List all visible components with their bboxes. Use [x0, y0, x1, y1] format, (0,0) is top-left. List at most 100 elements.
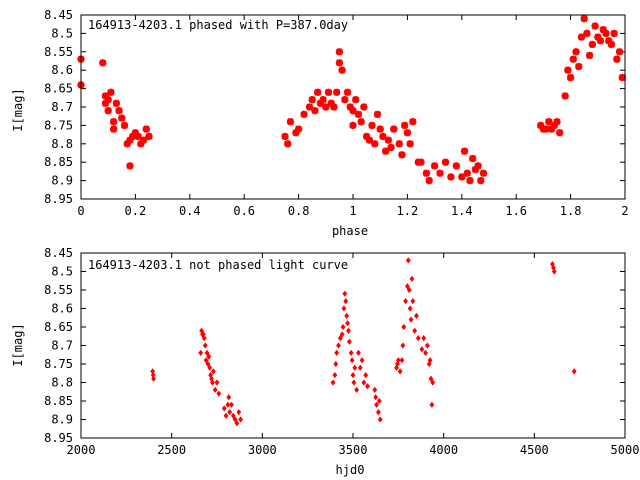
- unphased-data-point: [226, 394, 232, 401]
- unphased-data-point: [236, 408, 242, 416]
- phased-data-point: [349, 121, 357, 129]
- phased-data-point: [104, 96, 112, 104]
- phased-data-point: [373, 110, 382, 118]
- phased-data-point: [602, 29, 610, 37]
- phased-data-point: [588, 40, 596, 49]
- unphased-data-point: [150, 368, 156, 375]
- unphased-data-point: [551, 268, 557, 275]
- unphased-data-point: [359, 357, 365, 364]
- phased-data-point: [436, 169, 444, 177]
- phased-x-tick-label: 0.4: [179, 204, 201, 218]
- unphased-data-point: [414, 312, 419, 320]
- unphased-data-point: [232, 416, 238, 423]
- phased-data-point: [390, 125, 398, 133]
- unphased-data-point: [201, 331, 206, 338]
- phased-data-point: [107, 88, 115, 96]
- unphased-x-tick-label: 4000: [429, 443, 458, 457]
- unphased-data-point: [357, 364, 363, 371]
- phased-data-point: [295, 125, 303, 133]
- unphased-x-tick-label: 4500: [520, 443, 549, 457]
- phased-data-point: [382, 147, 390, 155]
- phased-data-point: [425, 177, 433, 185]
- unphased-data-point: [332, 371, 338, 379]
- unphased-data-point: [395, 357, 401, 364]
- unphased-data-point: [354, 386, 360, 394]
- unphased-data-point: [333, 360, 339, 368]
- phased-data-point: [341, 96, 349, 104]
- phased-data-point: [613, 55, 621, 63]
- phased-data-point: [104, 107, 112, 115]
- phased-data-point: [553, 118, 561, 126]
- phased-data-point: [466, 177, 474, 185]
- phased-data-point: [139, 136, 148, 144]
- phased-data-point: [360, 103, 368, 111]
- phased-data-point: [110, 125, 118, 133]
- phased-y-tick-label: 8.7: [51, 100, 73, 114]
- unphased-data-point: [356, 349, 361, 357]
- unphased-data-point: [421, 334, 427, 342]
- unphased-data-point: [198, 349, 204, 357]
- unphased-data-point: [334, 349, 340, 357]
- phased-y-tick-label: 8.55: [44, 45, 73, 59]
- unphased-data-point: [348, 349, 354, 357]
- phased-data-point: [387, 143, 395, 152]
- phased-data-point: [112, 99, 120, 107]
- unphased-y-axis-label: I[mag]: [11, 323, 25, 366]
- unphased-chart-title: 164913-4203.1 not phased light curve: [88, 258, 348, 272]
- unphased-y-tick-label: 8.8: [51, 376, 73, 390]
- unphased-y-tick-label: 8.45: [44, 246, 73, 260]
- phased-y-tick-label: 8.9: [51, 174, 73, 188]
- unphased-data-point: [410, 297, 416, 305]
- unphased-data-point: [377, 416, 383, 423]
- phased-data-point: [469, 154, 477, 163]
- phased-data-point: [118, 114, 126, 122]
- phased-data-point: [343, 88, 352, 96]
- phased-data-point: [452, 162, 460, 170]
- phased-data-point: [569, 55, 577, 63]
- phased-data-point: [556, 129, 564, 137]
- phased-data-point: [460, 147, 469, 155]
- unphased-data-point: [427, 357, 433, 364]
- phased-y-tick-label: 8.65: [44, 82, 73, 96]
- phased-x-tick-label: 1.2: [397, 204, 419, 218]
- unphased-data-point: [365, 383, 370, 390]
- unphased-data-point: [352, 364, 358, 371]
- phased-x-tick-label: 1.6: [505, 204, 527, 218]
- phased-y-axis-label: I[mag]: [11, 88, 25, 131]
- phased-data-point: [577, 33, 586, 41]
- unphased-data-point: [223, 412, 229, 419]
- phased-data-point: [583, 29, 591, 37]
- unphased-data-point: [373, 394, 379, 401]
- unphased-data-point: [221, 405, 227, 412]
- unphased-y-tick-label: 8.95: [44, 431, 73, 445]
- unphased-data-point: [202, 342, 208, 349]
- phased-data-point: [545, 118, 553, 126]
- unphased-data-point: [406, 286, 412, 294]
- phased-data-point: [352, 96, 360, 104]
- phased-data-point: [417, 158, 425, 166]
- phased-data-point: [120, 121, 129, 129]
- phased-data-point: [409, 118, 417, 126]
- unphased-x-tick-label: 3000: [248, 443, 277, 457]
- unphased-data-point: [225, 401, 231, 408]
- phased-data-point: [314, 88, 322, 96]
- phased-x-tick-label: 0.6: [233, 204, 255, 218]
- phased-data-point: [477, 177, 485, 185]
- unphased-data-point: [339, 331, 345, 338]
- phased-x-tick-label: 1.8: [560, 204, 582, 218]
- phased-data-point: [134, 132, 142, 141]
- unphased-points: [150, 257, 577, 427]
- phased-data-point: [447, 173, 455, 181]
- unphased-data-point: [407, 305, 413, 312]
- unphased-data-point: [330, 379, 336, 386]
- unphased-data-point: [336, 342, 341, 349]
- unphased-data-point: [150, 371, 156, 379]
- unphased-data-point: [214, 379, 220, 386]
- phased-data-point: [567, 73, 575, 82]
- phased-data-point: [398, 151, 406, 159]
- unphased-data-point: [363, 371, 369, 379]
- unphased-data-point: [394, 364, 399, 371]
- unphased-chart: 2000 2500 3000 3500 4000 4500 5000 8.45 8.5 8.55 8…: [11, 246, 639, 477]
- unphased-data-point: [209, 375, 214, 382]
- unphased-data-point: [376, 397, 382, 405]
